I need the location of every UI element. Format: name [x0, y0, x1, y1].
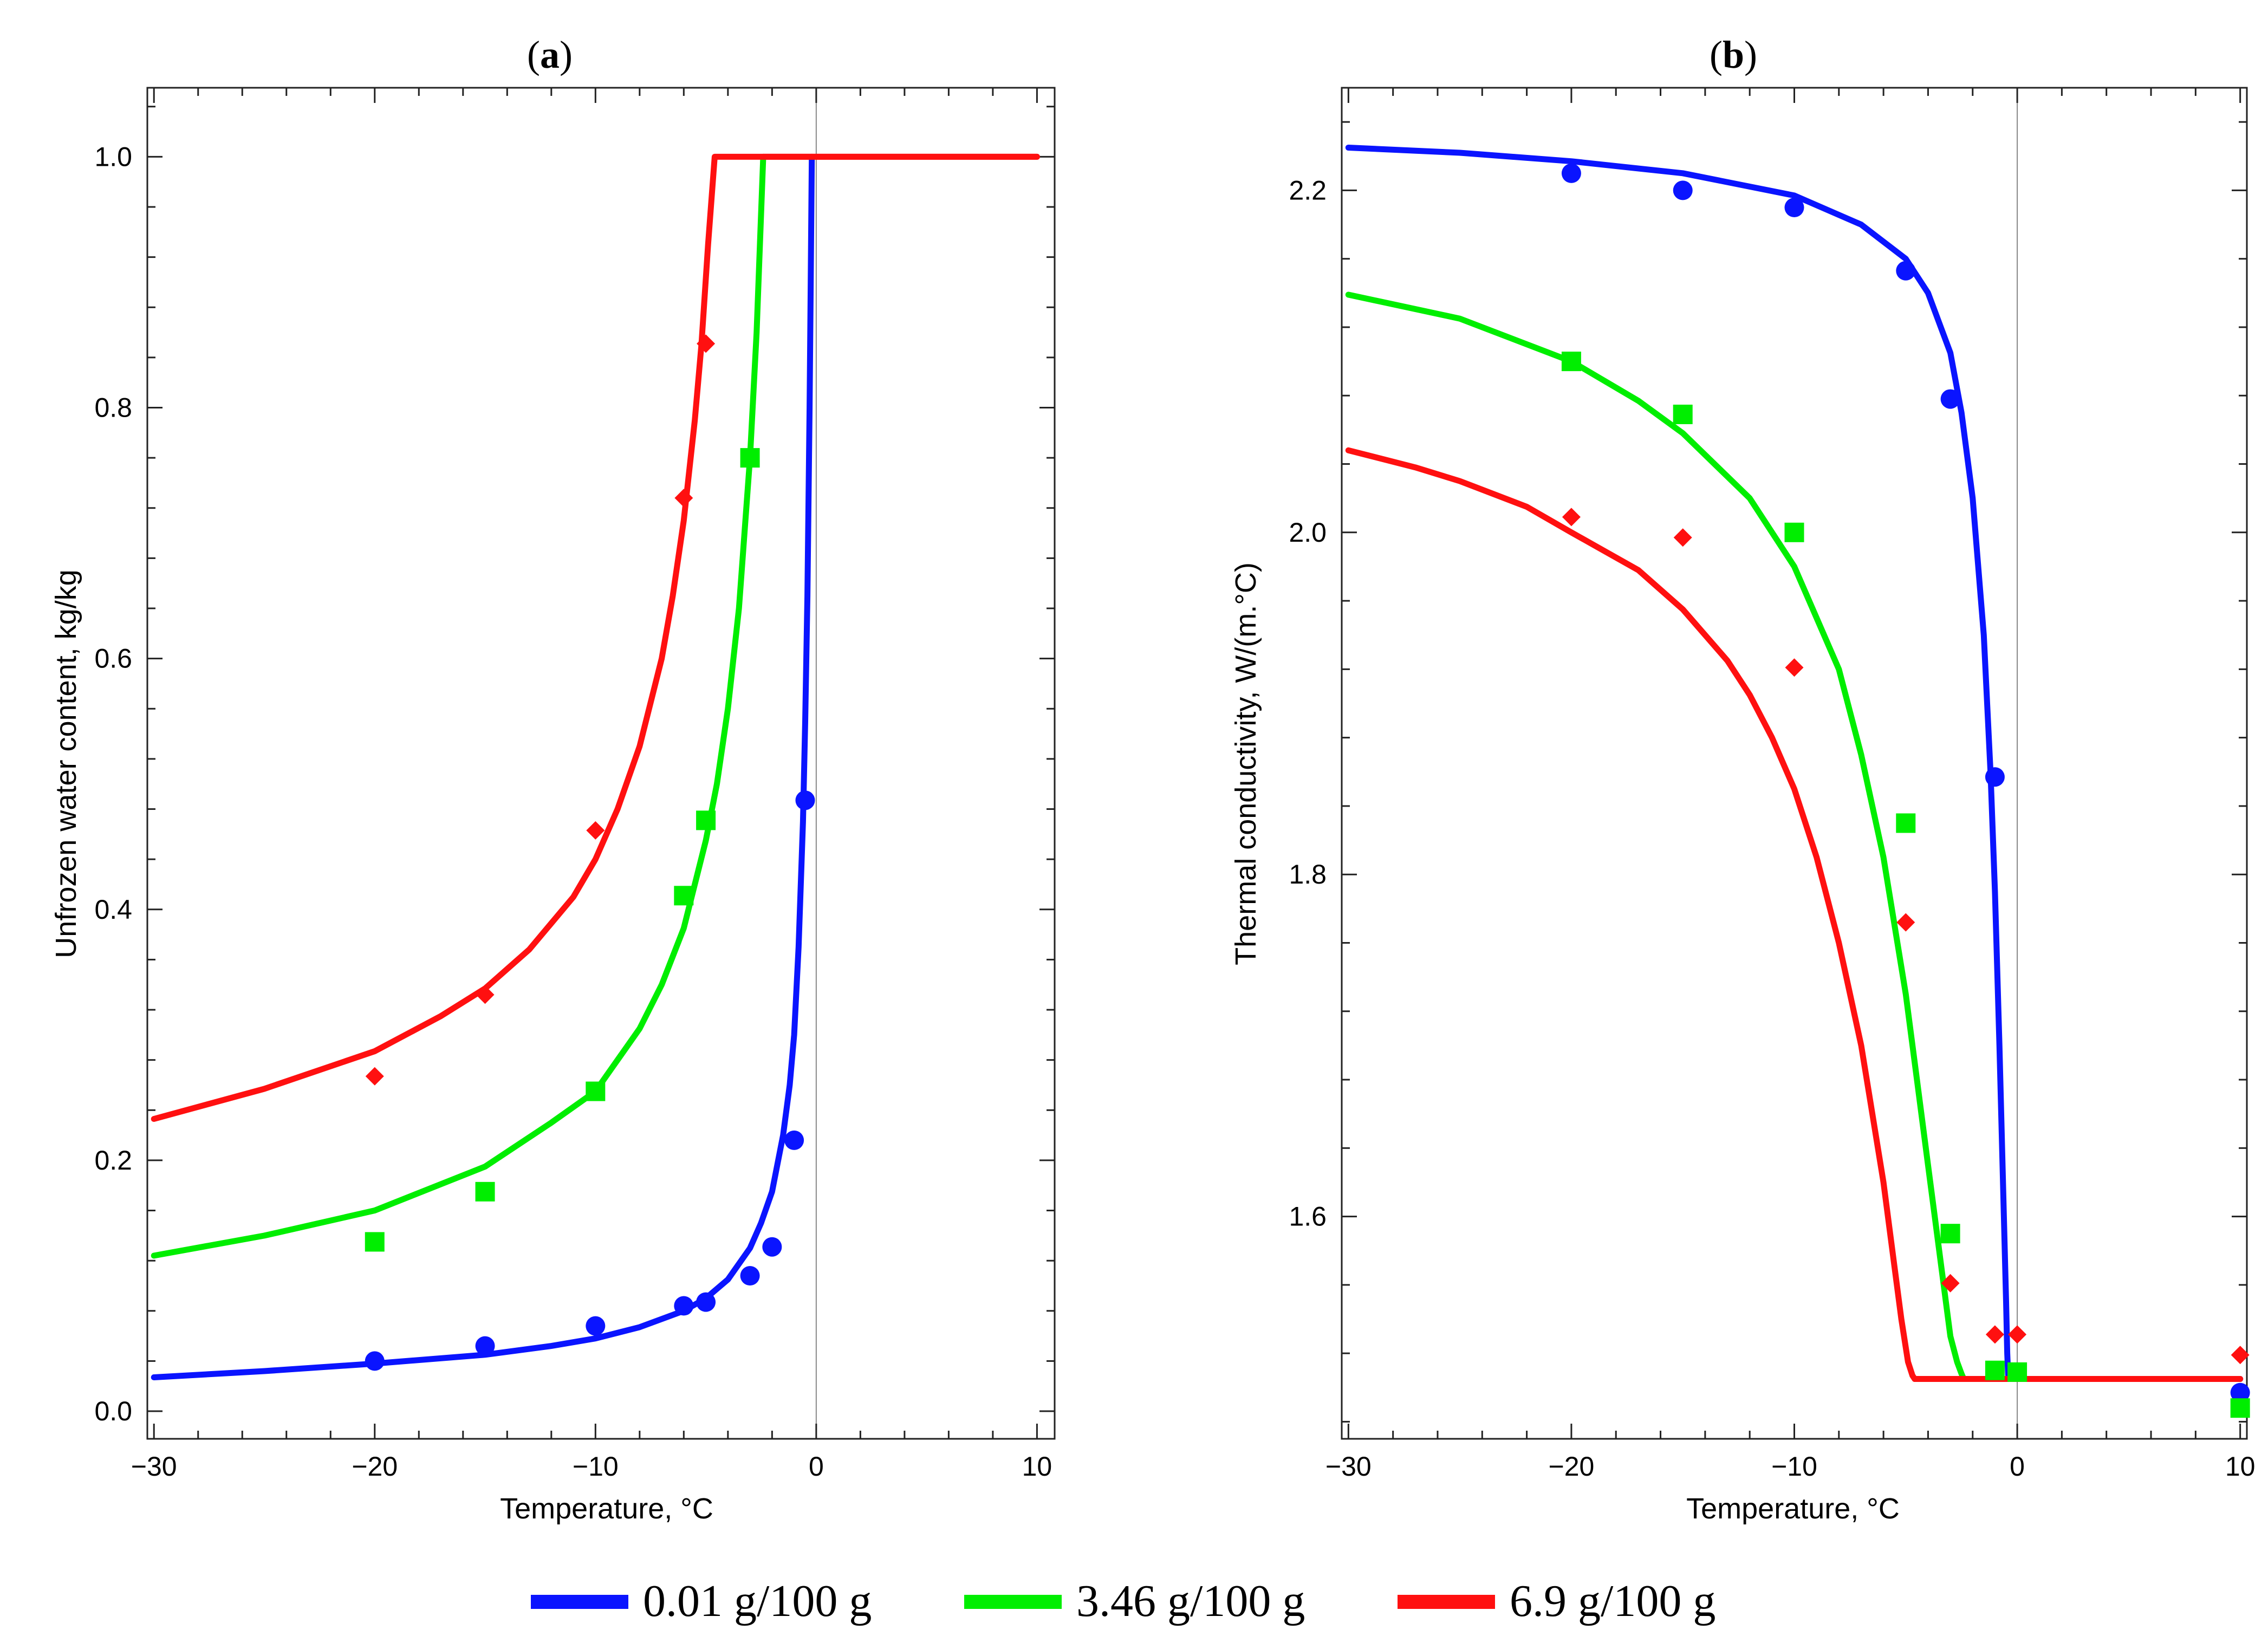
data-point-square [1896, 813, 1916, 833]
y-tick-label: 0.4 [94, 894, 132, 925]
legend-label-1: 3.46 g/100 g [1076, 1576, 1305, 1626]
panel-b-frame [1341, 87, 2248, 1440]
y-tick-label: 1.0 [94, 141, 132, 172]
data-point-circle [365, 1351, 385, 1371]
y-tick-label: 0.6 [94, 644, 132, 674]
x-tick-label: −10 [1771, 1451, 1817, 1482]
data-point-diamond [2231, 1346, 2250, 1365]
y-tick-label: 1.8 [1289, 859, 1327, 890]
panel-b-series [1345, 145, 2250, 1418]
panel-a-plot: −30 −20 −10 0 10 0.0 0.2 0.4 0.6 0.8 1.0 [94, 87, 1056, 1482]
data-point-circle [1940, 389, 1960, 409]
data-point-square [2230, 1398, 2250, 1418]
data-point-diamond [674, 489, 693, 508]
data-point-diamond [697, 334, 716, 353]
data-point-circle [475, 1336, 495, 1356]
x-tick-label: −20 [1549, 1451, 1595, 1482]
data-point-square [1784, 522, 1804, 542]
data-point-diamond [1673, 528, 1692, 547]
x-tick-label: −30 [131, 1451, 177, 1482]
y-tick-label: 1.6 [1289, 1202, 1327, 1232]
legend: 0.01 g/100 g 3.46 g/100 g 6.9 g/100 g [531, 1576, 1715, 1626]
data-point-square [740, 448, 760, 468]
y-tick-label: 0.2 [94, 1145, 132, 1176]
x-tick-label: 0 [2010, 1451, 2025, 1482]
data-point-circle [674, 1296, 694, 1316]
data-point-diamond [2008, 1325, 2027, 1344]
y-tick-label: 0.0 [94, 1396, 132, 1426]
x-tick-label: 10 [2225, 1451, 2256, 1482]
x-tick-label: 10 [1022, 1451, 1052, 1482]
series-line-1 [151, 153, 766, 1259]
x-tick-label: −30 [1325, 1451, 1372, 1482]
data-point-square [1673, 404, 1693, 424]
x-tick-label: −20 [352, 1451, 398, 1482]
x-tick-label: −10 [573, 1451, 619, 1482]
panel-b-title: (b) [1710, 33, 1757, 76]
data-point-diamond [365, 1067, 384, 1086]
panel-b-ylabel: Thermal conductivity, W/(m.°C) [1230, 562, 1262, 965]
y-tick-label: 2.0 [1289, 517, 1327, 548]
panel-a-frame [146, 87, 1056, 1440]
data-point-square [1985, 1360, 2005, 1380]
data-point-square [1940, 1224, 1960, 1244]
data-point-square [1561, 352, 1581, 372]
y-tick-label: 0.8 [94, 393, 132, 423]
data-point-circle [762, 1237, 782, 1257]
data-point-circle [1673, 180, 1693, 200]
data-point-square [2007, 1362, 2027, 1382]
legend-label-0: 0.01 g/100 g [643, 1576, 872, 1626]
data-point-circle [586, 1316, 606, 1336]
panel-a-ylabel: Unfrozen water content, kg/kg [50, 569, 82, 958]
panel-b-xlabel: Temperature, °C [1686, 1492, 1900, 1525]
series-line-2 [151, 153, 1040, 1122]
data-point-diamond [586, 821, 605, 840]
data-point-circle [1985, 767, 2005, 787]
data-point-diamond [1896, 913, 1915, 932]
x-tick-label: 0 [809, 1451, 824, 1482]
data-point-circle [784, 1130, 804, 1150]
series-line-1 [1345, 291, 1967, 1382]
data-point-circle [1896, 261, 1916, 281]
data-point-square [475, 1181, 495, 1202]
panel-a-series [151, 153, 1040, 1380]
panel-b-plot: −30 −20 −10 0 10 1.6 1.8 2.0 2.2 [1289, 87, 2255, 1482]
data-point-circle [696, 1292, 716, 1312]
data-point-diamond [1562, 508, 1581, 527]
data-point-circle [1561, 163, 1581, 183]
series-line-2 [1345, 447, 1918, 1382]
data-point-square [696, 810, 716, 830]
data-point-diamond [1941, 1274, 1960, 1293]
data-point-square [586, 1081, 606, 1101]
data-point-circle [740, 1265, 760, 1286]
panel-a-title: (a) [527, 33, 573, 76]
data-point-circle [795, 790, 815, 810]
panel-a-axis-ticks: −30 −20 −10 0 10 0.0 0.2 0.4 0.6 0.8 1.0 [94, 88, 1055, 1482]
series-line-0 [1345, 145, 2244, 1382]
data-point-circle [1784, 197, 1804, 217]
series-line-0 [151, 153, 815, 1380]
panel-b-axis-ticks: −30 −20 −10 0 10 1.6 1.8 2.0 2.2 [1289, 88, 2255, 1482]
data-point-square [674, 886, 694, 906]
y-tick-label: 2.2 [1289, 175, 1327, 205]
panel-a-xlabel: Temperature, °C [500, 1492, 713, 1525]
data-point-diamond [1985, 1325, 2004, 1344]
data-point-diamond [476, 985, 495, 1004]
legend-label-2: 6.9 g/100 g [1510, 1576, 1715, 1626]
data-point-diamond [1785, 658, 1804, 677]
data-point-square [365, 1232, 385, 1252]
data-point-circle [2230, 1382, 2250, 1403]
